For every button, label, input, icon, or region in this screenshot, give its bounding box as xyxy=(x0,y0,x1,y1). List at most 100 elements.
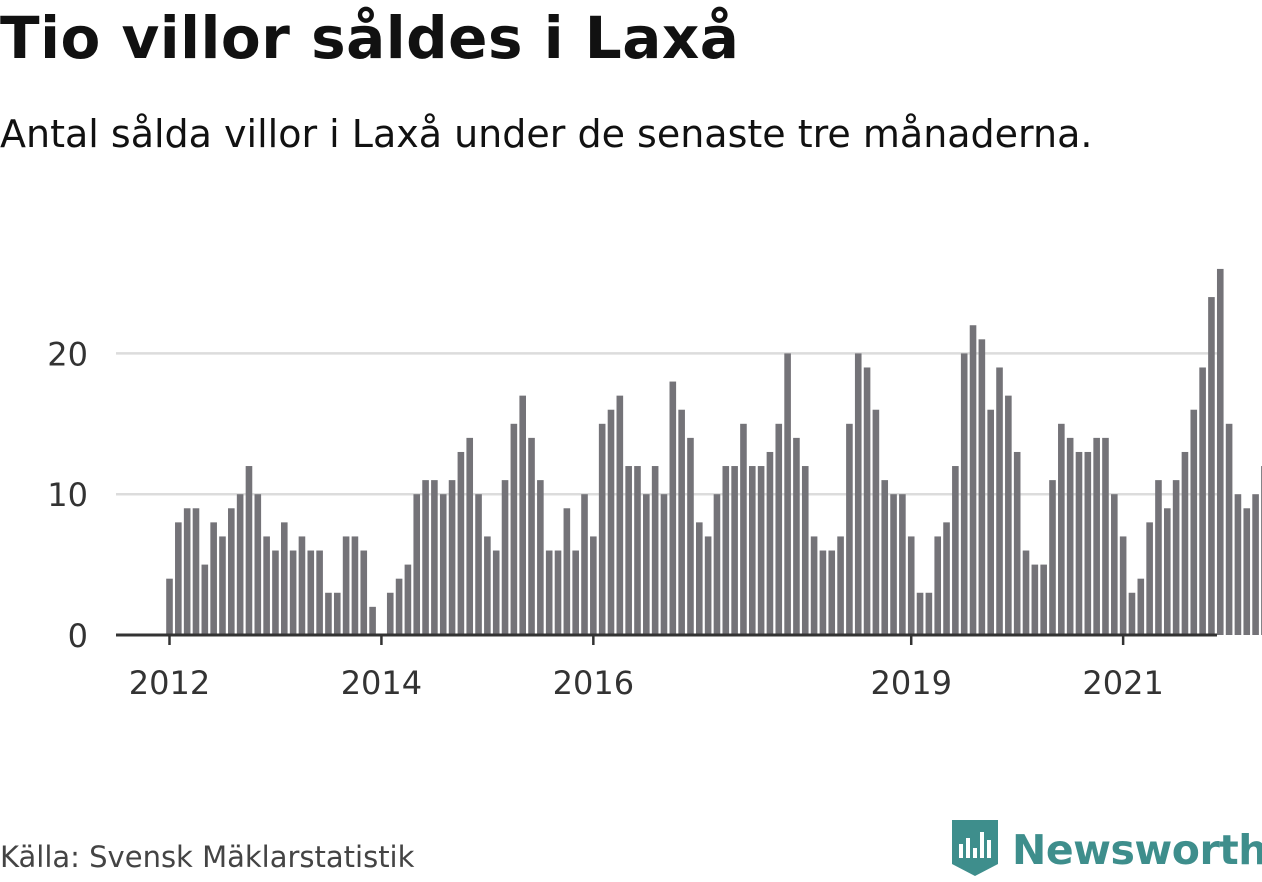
bar xyxy=(289,550,297,635)
bar xyxy=(404,564,412,635)
bar xyxy=(192,508,200,635)
bar xyxy=(1243,508,1251,635)
bar xyxy=(1084,451,1092,635)
brand-name: Newsworthy xyxy=(1012,826,1262,874)
bar xyxy=(987,409,994,635)
bar xyxy=(554,550,562,635)
bar xyxy=(369,606,376,635)
bar xyxy=(1146,522,1153,635)
bar xyxy=(1093,437,1100,635)
bar xyxy=(1058,423,1065,635)
bar xyxy=(228,508,235,635)
bar xyxy=(342,536,350,635)
bar xyxy=(872,409,880,635)
bar xyxy=(475,494,482,635)
bar xyxy=(696,522,703,635)
bar xyxy=(1199,367,1206,635)
x-tick-label: 2021 xyxy=(1082,664,1163,702)
bar xyxy=(1190,409,1198,635)
bar xyxy=(1181,451,1189,635)
bar xyxy=(660,494,668,635)
bar xyxy=(1049,480,1056,635)
bars xyxy=(166,268,1262,635)
bar xyxy=(1102,437,1109,635)
bar xyxy=(598,423,606,635)
bar xyxy=(846,423,853,635)
bar xyxy=(978,339,986,635)
bar xyxy=(351,536,359,635)
bar xyxy=(263,536,270,635)
bar xyxy=(678,409,685,635)
bar xyxy=(581,494,588,635)
bar xyxy=(1111,494,1118,635)
bar xyxy=(280,522,288,635)
bar xyxy=(960,353,968,635)
bar xyxy=(1208,297,1215,635)
bar xyxy=(333,592,341,635)
bar xyxy=(492,550,500,635)
bar xyxy=(837,536,844,635)
y-tick-label: 0 xyxy=(68,617,88,655)
bar xyxy=(1155,480,1162,635)
bar xyxy=(828,550,836,635)
bar xyxy=(943,522,950,635)
bar xyxy=(563,508,571,635)
bar xyxy=(740,423,747,635)
bar xyxy=(537,480,544,635)
bar xyxy=(386,592,394,635)
bar xyxy=(254,494,262,635)
bar xyxy=(1216,268,1224,635)
bar xyxy=(484,536,491,635)
bar xyxy=(360,550,368,635)
bar xyxy=(722,466,730,635)
bar xyxy=(572,550,579,635)
bar xyxy=(793,437,800,635)
bar xyxy=(634,466,641,635)
bar xyxy=(1066,437,1074,635)
bar xyxy=(219,536,226,635)
bar xyxy=(413,494,421,635)
bar xyxy=(166,578,173,635)
x-tick-label: 2019 xyxy=(871,664,952,702)
chart-subtitle: Antal sålda villor i Laxå under de senas… xyxy=(0,112,1093,156)
bar xyxy=(183,508,191,635)
bar xyxy=(810,536,818,635)
bar xyxy=(925,592,933,635)
bar xyxy=(201,564,209,635)
source-note: Källa: Svensk Mäklarstatistik xyxy=(0,840,415,874)
bar xyxy=(952,466,959,635)
bar xyxy=(625,466,632,635)
bar xyxy=(934,536,942,635)
bar xyxy=(1234,494,1242,635)
bar xyxy=(1040,564,1047,635)
newsworthy-brand[interactable]: Newsworthy xyxy=(950,818,1262,882)
bar xyxy=(236,494,244,635)
bar xyxy=(1075,451,1083,635)
bar xyxy=(1031,564,1039,635)
bar xyxy=(687,437,694,635)
bar xyxy=(607,409,615,635)
bar xyxy=(1005,395,1012,635)
bar xyxy=(881,480,889,635)
gridlines xyxy=(116,352,1217,496)
bar xyxy=(307,550,315,635)
bar xyxy=(528,437,535,635)
bar xyxy=(466,437,474,635)
bar xyxy=(616,395,624,635)
x-tick-label: 2016 xyxy=(553,664,634,702)
y-tick-label: 20 xyxy=(47,335,88,373)
bar xyxy=(863,367,871,635)
bar xyxy=(1163,508,1171,635)
bar xyxy=(272,550,279,635)
bar xyxy=(422,480,429,635)
bar xyxy=(1119,536,1127,635)
bar xyxy=(457,451,465,635)
bar xyxy=(775,423,783,635)
x-tick-label: 2012 xyxy=(129,664,210,702)
axes: 0102010201220142016201920212023 xyxy=(47,335,1217,702)
bar xyxy=(969,325,977,635)
bar xyxy=(713,494,721,635)
bar xyxy=(298,536,306,635)
bar xyxy=(1252,494,1259,635)
